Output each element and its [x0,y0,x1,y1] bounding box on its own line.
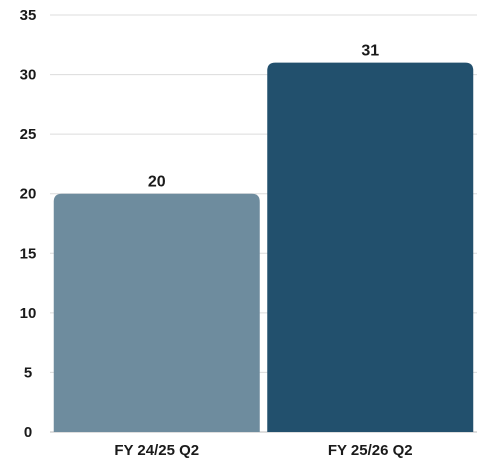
bar-2 [267,62,474,433]
y-tick-label: 30 [20,67,37,84]
bar-value-label: 20 [148,174,166,191]
bars [53,62,474,433]
y-tick-label: 25 [20,126,37,143]
bar-value-label: 31 [361,43,379,60]
x-category-label: FY 25/26 Q2 [328,442,413,459]
y-axis: 0 5 10 15 20 25 30 35 [20,7,37,441]
y-tick-label: 35 [20,7,37,24]
x-category-label: FY 24/25 Q2 [114,442,199,459]
y-tick-label: 20 [20,186,37,203]
x-axis: FY 24/25 Q2 FY 25/26 Q2 [114,442,412,459]
y-tick-label: 5 [24,364,32,381]
y-tick-label: 0 [24,424,32,441]
y-tick-label: 15 [20,245,37,262]
y-tick-label: 10 [20,305,37,322]
bar-1 [53,193,260,432]
